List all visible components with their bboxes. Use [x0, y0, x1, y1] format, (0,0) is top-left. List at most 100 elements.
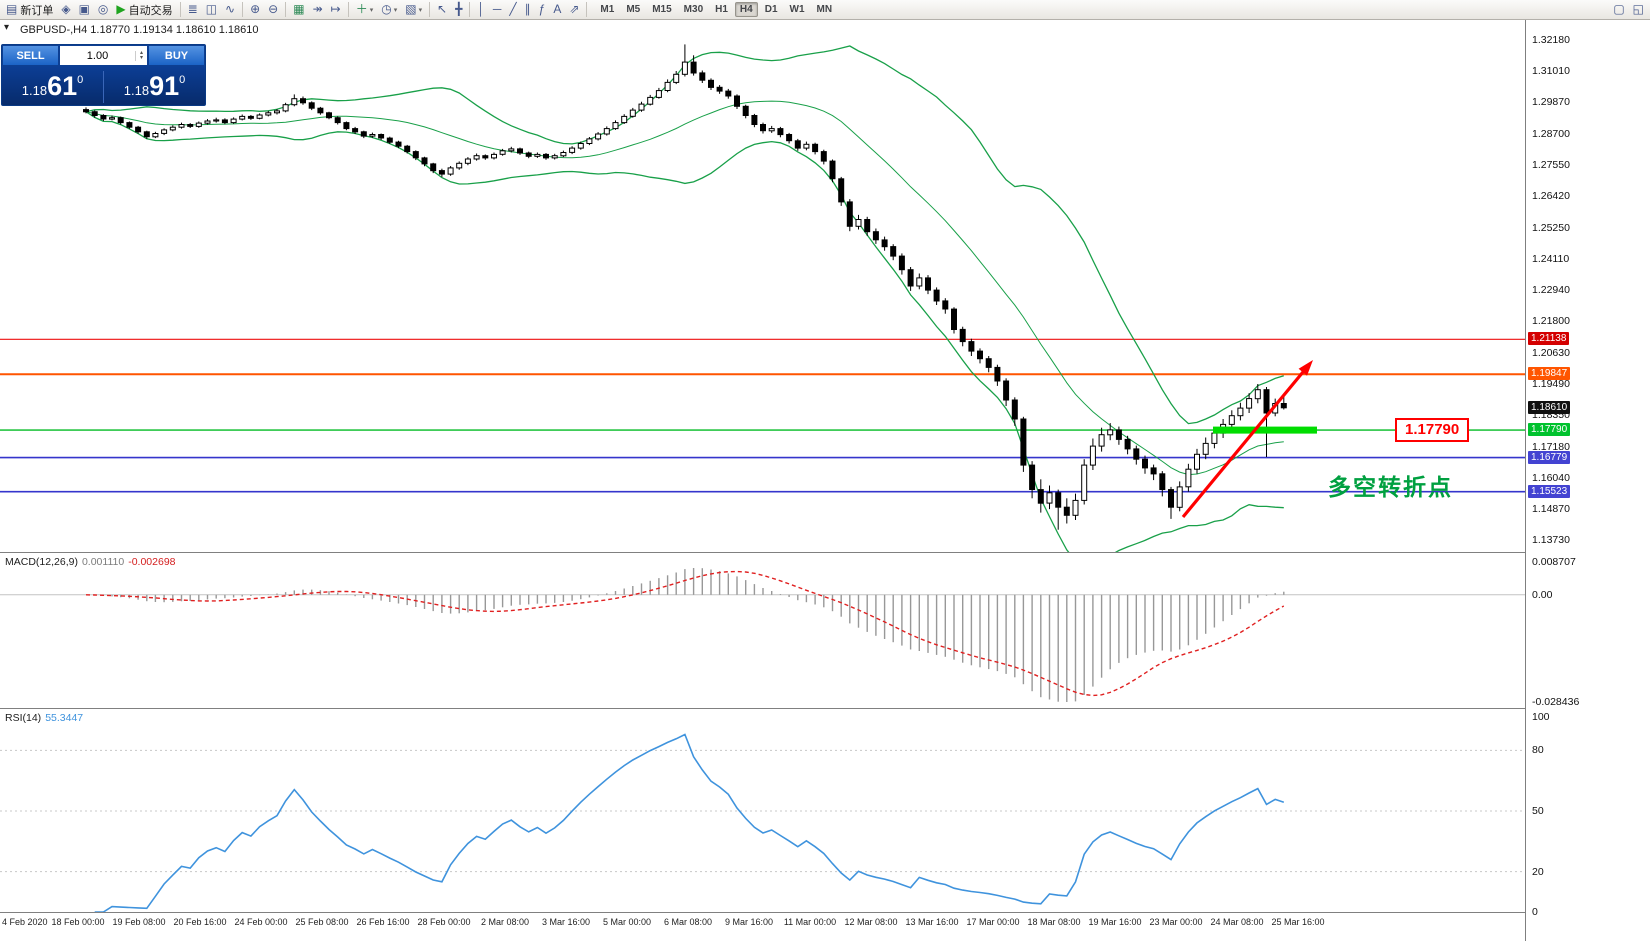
- candle-body: [1211, 432, 1218, 444]
- fibonacci-icon[interactable]: ƒ: [535, 1, 550, 18]
- sell-price[interactable]: 1.18610: [2, 71, 103, 102]
- price-axis-label: 1.25250: [1532, 222, 1570, 234]
- candlestick-chart-icon[interactable]: ◫: [202, 1, 221, 18]
- one-click-trading-panel: SELL 1.00 ▴ ▾ BUY 1.18610 1.18910: [1, 44, 206, 106]
- volume-down-icon[interactable]: ▾: [139, 54, 143, 61]
- buy-price[interactable]: 1.18910: [104, 71, 205, 102]
- volume-spinner[interactable]: ▴ ▾: [135, 49, 147, 61]
- sell-button[interactable]: SELL: [2, 45, 59, 66]
- price-axis-label: 1.24110: [1532, 253, 1570, 265]
- candle-body: [1280, 403, 1287, 409]
- zoom-out-icon[interactable]: ⊖: [264, 1, 282, 18]
- timeframe-M30[interactable]: M30: [683, 4, 704, 15]
- autotrading-button[interactable]: ▶ 自动交易: [112, 1, 176, 18]
- cursor-icon[interactable]: ↖: [433, 1, 451, 18]
- candle-body: [820, 151, 827, 162]
- price-marker-1.18610[interactable]: 1.18610: [1528, 401, 1571, 414]
- price-marker-1.17790[interactable]: 1.17790: [1528, 423, 1571, 436]
- macd-canvas[interactable]: [0, 554, 1525, 708]
- grid-icon[interactable]: ▦: [289, 1, 308, 18]
- price-chart-canvas[interactable]: [0, 20, 1525, 552]
- price-marker-1.15523[interactable]: 1.15523: [1528, 485, 1571, 498]
- navigator-icon: ◎: [97, 2, 109, 16]
- text-icon[interactable]: A: [549, 1, 565, 18]
- price-marker-1.21138[interactable]: 1.21138: [1528, 332, 1570, 345]
- timeframe-MN[interactable]: MN: [816, 4, 833, 15]
- arrows-icon[interactable]: ⇗: [565, 1, 583, 18]
- candle-body: [1011, 399, 1018, 420]
- candle-body: [83, 109, 89, 113]
- zoom-in-icon[interactable]: ⊕: [246, 1, 264, 18]
- vertical-line-icon[interactable]: │: [473, 1, 489, 18]
- buy-button[interactable]: BUY: [148, 45, 205, 66]
- line-chart-icon[interactable]: ∿: [221, 1, 239, 18]
- chart-ohlc-header: GBPUSD-,H4 1.18770 1.19134 1.18610 1.186…: [20, 24, 259, 36]
- market-watch-icon[interactable]: ◈: [57, 1, 74, 18]
- timeframe-D1[interactable]: D1: [764, 4, 778, 15]
- time-label: 25 Mar 16:00: [1271, 917, 1325, 927]
- price-axis[interactable]: 1.32180 1.31010 1.29870 1.28700 1.27550 1.264…: [1525, 20, 1650, 941]
- candle-body: [308, 102, 315, 109]
- templates-icon[interactable]: ▧ ▾: [401, 1, 426, 18]
- candle-body: [491, 153, 497, 159]
- templates-icon: ▧: [405, 2, 417, 16]
- chart-area[interactable]: ▾ GBPUSD-,H4 1.18770 1.19134 1.18610 1.1…: [0, 20, 1525, 552]
- timeframe-W1[interactable]: W1: [789, 4, 805, 15]
- time-axis[interactable]: 4 Feb 2020 18 Feb 00:00 19 Feb 08:00 20 Feb…: [0, 912, 1650, 941]
- indicators-icon[interactable]: ＋ ▾: [352, 1, 378, 18]
- volume-up-icon[interactable]: ▴: [139, 49, 143, 56]
- new-order-button[interactable]: ▤ 新订单: [2, 1, 57, 18]
- navigator-icon[interactable]: ◎: [94, 1, 112, 18]
- price-callout-label[interactable]: 1.17790: [1395, 418, 1470, 442]
- zoom-in-icon: ⊕: [250, 2, 261, 16]
- volume-stepper[interactable]: 1.00 ▴ ▾: [59, 45, 148, 66]
- window-arrange-icon[interactable]: ◱: [1629, 1, 1648, 18]
- crosshair-icon[interactable]: ╋: [451, 1, 466, 18]
- timeframe-H1[interactable]: H1: [715, 4, 728, 15]
- candle-body: [647, 96, 654, 105]
- candle-body: [352, 128, 359, 133]
- candle-body: [421, 157, 428, 165]
- candle-body: [708, 79, 714, 88]
- candle-body: [525, 152, 532, 157]
- channel-icon: ∥: [524, 2, 531, 16]
- candle-body: [1072, 499, 1079, 516]
- channel-icon[interactable]: ∥: [521, 1, 535, 18]
- candle-body: [846, 201, 853, 227]
- text-icon: A: [553, 2, 562, 16]
- candle-body: [1003, 380, 1010, 401]
- trendline-icon[interactable]: ╱: [505, 1, 520, 18]
- candle-body: [829, 160, 836, 180]
- one-click-panel-toggle[interactable]: ▾: [4, 22, 10, 33]
- periods-icon[interactable]: ◷ ▾: [377, 1, 401, 18]
- candle-body: [994, 366, 1001, 382]
- data-window-icon[interactable]: ▣: [75, 1, 94, 18]
- candle-body: [716, 86, 723, 92]
- trend-arrow-line[interactable]: [1181, 370, 1305, 519]
- volume-value[interactable]: 1.00: [86, 49, 109, 62]
- time-label: 26 Feb 16:00: [356, 917, 410, 927]
- rsi-canvas[interactable]: [0, 710, 1525, 912]
- price-marker-1.19847[interactable]: 1.19847: [1528, 367, 1571, 380]
- rsi-panel[interactable]: RSI(14) 55.3447: [0, 708, 1525, 912]
- auto-scroll-icon[interactable]: ↠: [309, 1, 327, 18]
- toolbar-separator: [285, 2, 287, 17]
- horizontal-line-icon[interactable]: ─: [489, 1, 506, 18]
- price-marker-1.16779[interactable]: 1.16779: [1528, 451, 1571, 464]
- trend-turning-point-note[interactable]: 多空转折点: [1328, 474, 1453, 500]
- highlight-segment[interactable]: [1213, 426, 1317, 434]
- new-chart-window-icon[interactable]: ▢: [1609, 1, 1628, 18]
- timeframe-H4[interactable]: H4: [734, 2, 758, 17]
- price-axis-label: 1.17180: [1532, 441, 1570, 453]
- timeframe-M5[interactable]: M5: [626, 4, 641, 15]
- chart-shift-icon[interactable]: ↦: [327, 1, 345, 18]
- market-watch-icon: ◈: [61, 2, 71, 16]
- candle-body: [117, 117, 124, 124]
- candle-body: [256, 114, 263, 119]
- bar-chart-icon[interactable]: ≣: [184, 1, 202, 18]
- rsi-axis-label: 20: [1532, 866, 1544, 878]
- price-axis-label: 1.29870: [1532, 96, 1570, 108]
- timeframe-M1[interactable]: M1: [600, 4, 615, 15]
- macd-panel[interactable]: MACD(12,26,9) 0.001110 -0.002698: [0, 552, 1525, 708]
- timeframe-M15[interactable]: M15: [652, 4, 672, 15]
